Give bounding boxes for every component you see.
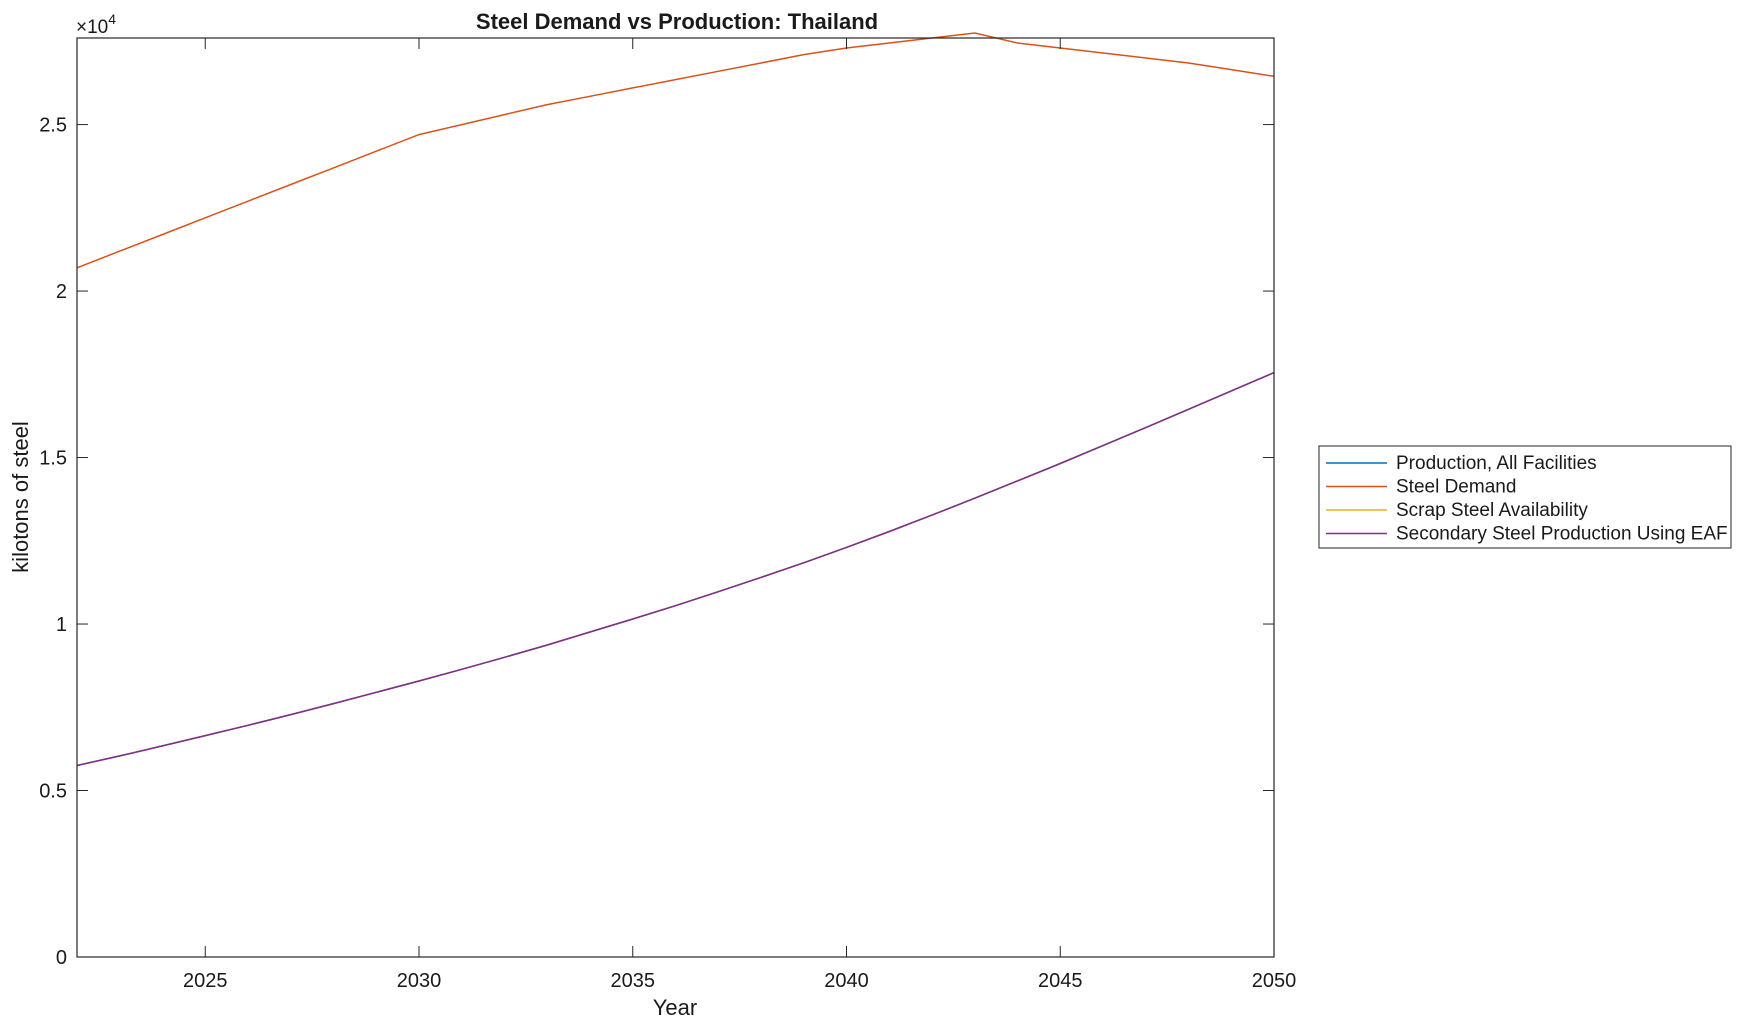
plot-area-frame (76, 37, 1275, 958)
chart-title: Steel Demand vs Production: Thailand (476, 9, 878, 34)
x-tick-label: 2050 (1252, 970, 1297, 992)
legend-entry-2: Scrap Steel Availability (1396, 500, 1588, 521)
y-exponent-base: ×10 (76, 17, 108, 38)
x-tick-label: 2045 (1038, 970, 1083, 992)
svg-text:×104: ×104 (76, 11, 116, 38)
y-axis-ticks: 0 0.5 1 1.5 2 2.5 (39, 115, 1274, 969)
x-axis-ticks: 2025 2030 2035 2040 2045 2050 (183, 38, 1296, 992)
x-tick-label: 2035 (611, 970, 656, 992)
y-exponent-label: ×104 (76, 11, 116, 38)
y-tick-label: 1 (56, 614, 67, 636)
legend-box (1318, 445, 1732, 549)
legend: Production, All Facilities Steel DemandSc… (1318, 445, 1732, 549)
y-tick-label: 2.5 (39, 115, 67, 137)
legend-entry-3: Secondary Steel Production Using EAF (1396, 524, 1728, 545)
legend-entry-0: Production, All Facilities (1396, 453, 1597, 474)
y-tick-label: 0 (56, 947, 67, 969)
x-tick-label: 2025 (183, 970, 228, 992)
y-tick-label: 2 (56, 281, 67, 303)
y-axis-label: kilotons of steel (8, 421, 33, 573)
y-tick-label: 0.5 (39, 781, 67, 803)
series-line-3 (76, 371, 1275, 767)
x-tick-label: 2030 (397, 970, 442, 992)
series-lines (76, 32, 1275, 767)
y-tick-label: 1.5 (39, 448, 67, 470)
y-exponent-power: 4 (108, 11, 116, 27)
x-tick-label: 2040 (824, 970, 869, 992)
series-line-2 (76, 371, 1275, 767)
series-line-1 (76, 32, 1275, 269)
legend-entry-1: Steel Demand (1396, 477, 1516, 498)
series-line-0 (76, 371, 1275, 767)
x-axis-label: Year (653, 995, 697, 1020)
